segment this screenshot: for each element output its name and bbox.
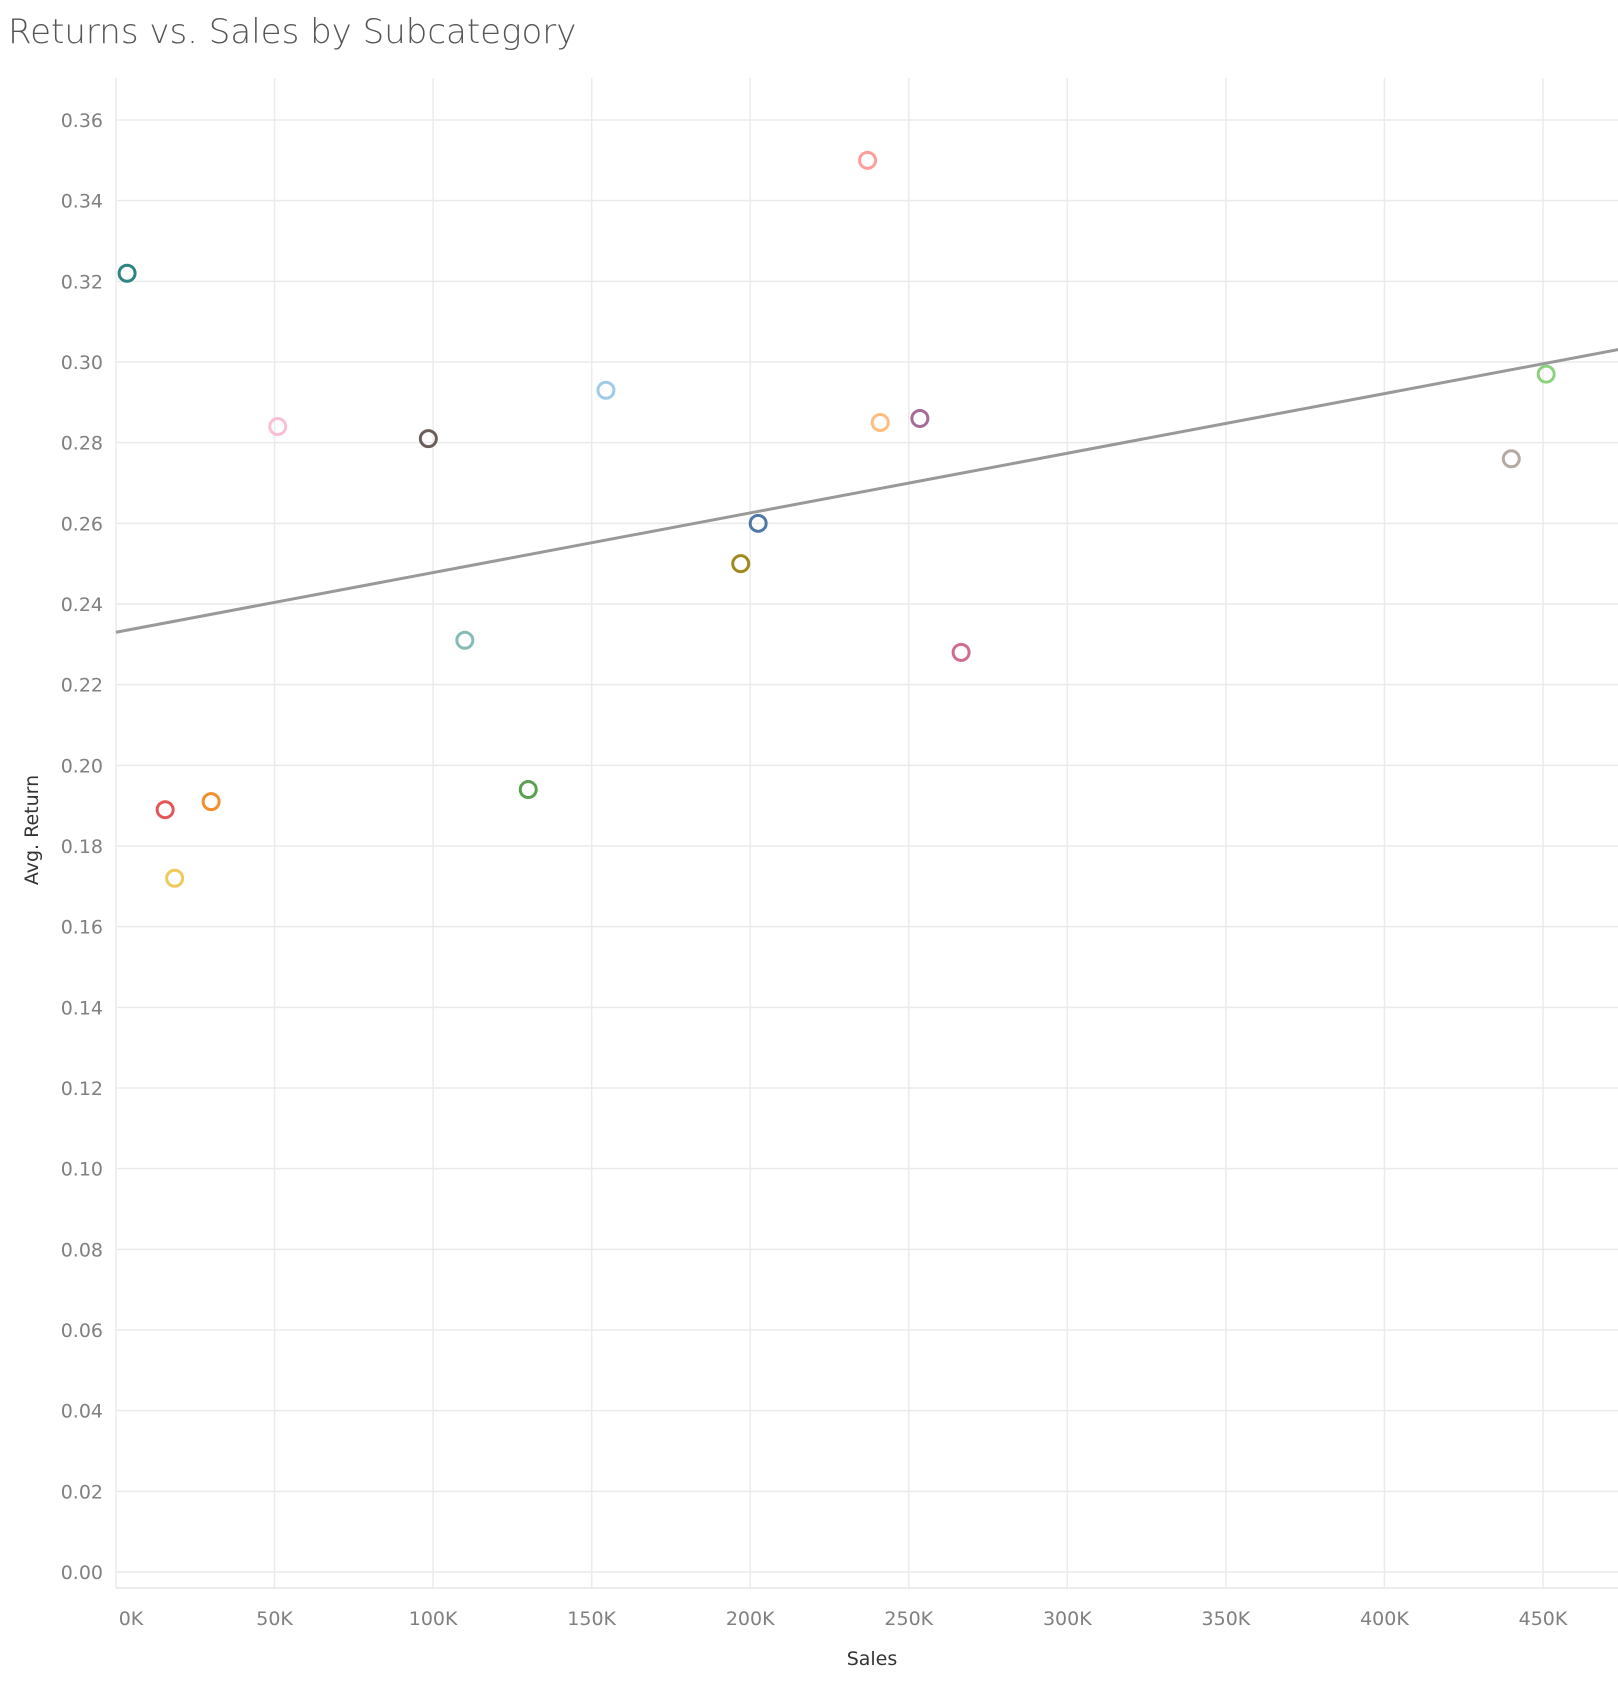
y-tick-label: 0.16 — [61, 917, 103, 939]
data-point[interactable] — [455, 630, 475, 650]
x-axis-title: Sales — [847, 1648, 898, 1670]
x-tick-label: 350K — [1202, 1608, 1251, 1630]
x-tick-label: 0K — [119, 1608, 144, 1630]
data-point[interactable] — [155, 800, 175, 820]
data-points — [117, 150, 1556, 888]
data-point[interactable] — [518, 780, 538, 800]
data-point[interactable] — [117, 263, 137, 283]
y-tick-label: 0.30 — [61, 352, 103, 374]
data-point[interactable] — [731, 554, 751, 574]
y-tick-label: 0.08 — [61, 1239, 103, 1261]
y-tick-label: 0.14 — [61, 997, 103, 1019]
data-point[interactable] — [418, 429, 438, 449]
y-tick-label: 0.32 — [61, 271, 103, 293]
y-tick-label: 0.24 — [61, 594, 103, 616]
x-tick-label: 250K — [884, 1608, 933, 1630]
x-axis: 0K 50K 100K 150K 200K 250K 300K 350K 400K 450K — [116, 1587, 1618, 1630]
x-tick-label: 150K — [567, 1608, 616, 1630]
y-tick-label: 0.04 — [61, 1401, 103, 1423]
data-point[interactable] — [165, 868, 185, 888]
x-tick-label: 450K — [1519, 1608, 1568, 1630]
x-tick-label: 200K — [726, 1608, 775, 1630]
y-gridlines — [116, 119, 1618, 1573]
x-tick-label: 100K — [409, 1608, 458, 1630]
y-tick-label: 0.34 — [61, 191, 103, 213]
trend-line — [115, 348, 1618, 634]
y-axis: 0.00 0.02 0.04 0.06 0.08 0.10 0.12 0.14 0.16 0.18… — [61, 110, 103, 1584]
data-point[interactable] — [1501, 449, 1521, 469]
x-gridlines — [115, 78, 1544, 1588]
data-point[interactable] — [201, 792, 221, 812]
y-tick-label: 0.10 — [61, 1159, 103, 1181]
data-point[interactable] — [951, 642, 971, 662]
data-point[interactable] — [870, 413, 890, 432]
data-point[interactable] — [858, 150, 878, 170]
y-axis-title: Avg. Return — [21, 775, 43, 885]
data-point[interactable] — [748, 513, 768, 533]
y-tick-label: 0.18 — [61, 836, 103, 858]
data-point[interactable] — [596, 380, 616, 400]
x-tick-label: 400K — [1360, 1608, 1409, 1630]
y-tick-label: 0.02 — [61, 1481, 103, 1503]
data-point[interactable] — [1536, 364, 1556, 384]
y-tick-label: 0.28 — [61, 433, 103, 455]
y-tick-label: 0.36 — [61, 110, 103, 132]
data-point[interactable] — [910, 408, 930, 428]
y-tick-label: 0.22 — [61, 675, 103, 697]
x-tick-label: 50K — [256, 1608, 293, 1630]
data-point[interactable] — [268, 417, 288, 437]
y-tick-label: 0.20 — [61, 755, 103, 777]
x-tick-label: 300K — [1043, 1608, 1092, 1630]
y-tick-label: 0.06 — [61, 1320, 103, 1342]
y-tick-label: 0.12 — [61, 1078, 103, 1100]
trend-line-group — [115, 348, 1618, 634]
y-tick-label: 0.00 — [61, 1562, 103, 1584]
chart-title: Returns vs. Sales by Subcategory — [8, 12, 577, 52]
y-tick-label: 0.26 — [61, 513, 103, 535]
